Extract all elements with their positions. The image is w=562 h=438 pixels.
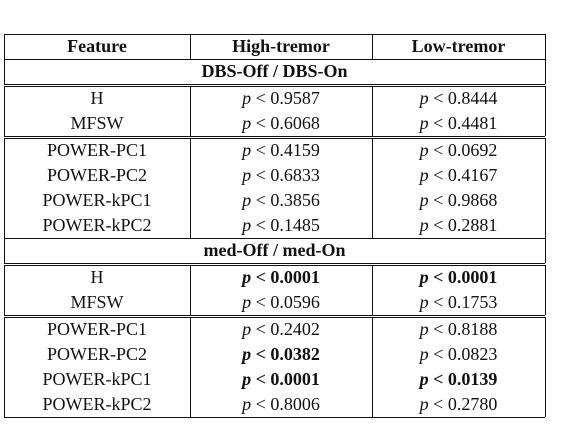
p-value: p < 0.9868 — [419, 190, 498, 210]
feature: POWER-PC2 — [46, 344, 147, 364]
p-value: p < 0.6068 — [242, 113, 320, 133]
column-rule — [190, 34, 191, 59]
p-value: p < 0.1485 — [242, 215, 320, 235]
rule — [4, 315, 545, 316]
p-value: p < 0.0139 — [419, 369, 498, 389]
feature: POWER-PC1 — [46, 140, 147, 160]
p-value: p < 0.6833 — [242, 165, 320, 185]
column-rule — [545, 59, 546, 84]
column-rule — [545, 238, 546, 263]
rule — [4, 417, 545, 418]
rule — [4, 86, 545, 87]
column-rule — [545, 265, 546, 315]
column-rule — [545, 138, 546, 238]
feature: POWER-kPC1 — [42, 190, 152, 210]
column-header: Low-tremor — [411, 36, 506, 56]
rule — [4, 238, 545, 239]
p-value: p < 0.2402 — [242, 319, 320, 339]
rule — [4, 136, 545, 137]
feature: POWER-PC1 — [46, 319, 147, 339]
column-rule — [4, 86, 5, 136]
column-header: High-tremor — [232, 36, 330, 56]
column-rule — [4, 138, 5, 238]
p-value: p < 0.0692 — [419, 140, 498, 160]
p-value: p < 0.0596 — [242, 292, 320, 312]
feature: H — [90, 267, 104, 287]
feature: POWER-kPC2 — [42, 394, 152, 414]
column-rule — [372, 265, 373, 315]
column-rule — [545, 34, 546, 59]
column-rule — [190, 265, 191, 315]
column-rule — [4, 34, 5, 59]
column-rule — [4, 238, 5, 263]
rule — [4, 84, 545, 85]
column-rule — [372, 138, 373, 238]
p-value: p < 0.2881 — [419, 215, 498, 235]
rule — [4, 138, 545, 139]
column-rule — [372, 317, 373, 417]
rule — [4, 265, 545, 266]
feature: POWER-kPC1 — [42, 369, 152, 389]
column-rule — [4, 265, 5, 315]
column-rule — [4, 59, 5, 84]
p-value: p < 0.8444 — [419, 88, 498, 108]
p-value: p < 0.0001 — [419, 267, 498, 287]
rule — [4, 34, 545, 35]
p-value: p < 0.4159 — [242, 140, 320, 160]
p-value: p < 0.2780 — [419, 394, 498, 414]
p-value: p < 0.8006 — [242, 394, 320, 414]
column-rule — [4, 317, 5, 417]
column-rule — [545, 86, 546, 136]
feature: H — [90, 88, 104, 108]
rule — [4, 59, 545, 60]
p-value: p < 0.0001 — [242, 267, 320, 287]
rule — [4, 317, 545, 318]
column-rule — [190, 86, 191, 136]
column-rule — [372, 34, 373, 59]
column-rule — [190, 138, 191, 238]
feature: MFSW — [70, 113, 124, 133]
column-header: Feature — [67, 36, 127, 56]
column-rule — [545, 317, 546, 417]
feature: POWER-kPC2 — [42, 215, 152, 235]
feature: POWER-PC2 — [46, 165, 147, 185]
p-value: p < 0.0823 — [419, 344, 498, 364]
rule — [4, 263, 545, 264]
section-title: DBS-Off / DBS-On — [201, 61, 348, 81]
p-value: p < 0.8188 — [419, 319, 498, 339]
feature: MFSW — [70, 292, 124, 312]
p-value: p < 0.4481 — [419, 113, 498, 133]
column-rule — [372, 86, 373, 136]
p-value: p < 0.3856 — [242, 190, 320, 210]
p-value: p < 0.4167 — [419, 165, 498, 185]
column-rule — [190, 317, 191, 417]
p-value: p < 0.1753 — [419, 292, 498, 312]
p-value: p < 0.0001 — [242, 369, 320, 389]
section-title: med-Off / med-On — [203, 240, 346, 260]
p-value: p < 0.9587 — [242, 88, 320, 108]
p-value: p < 0.0382 — [242, 344, 320, 364]
